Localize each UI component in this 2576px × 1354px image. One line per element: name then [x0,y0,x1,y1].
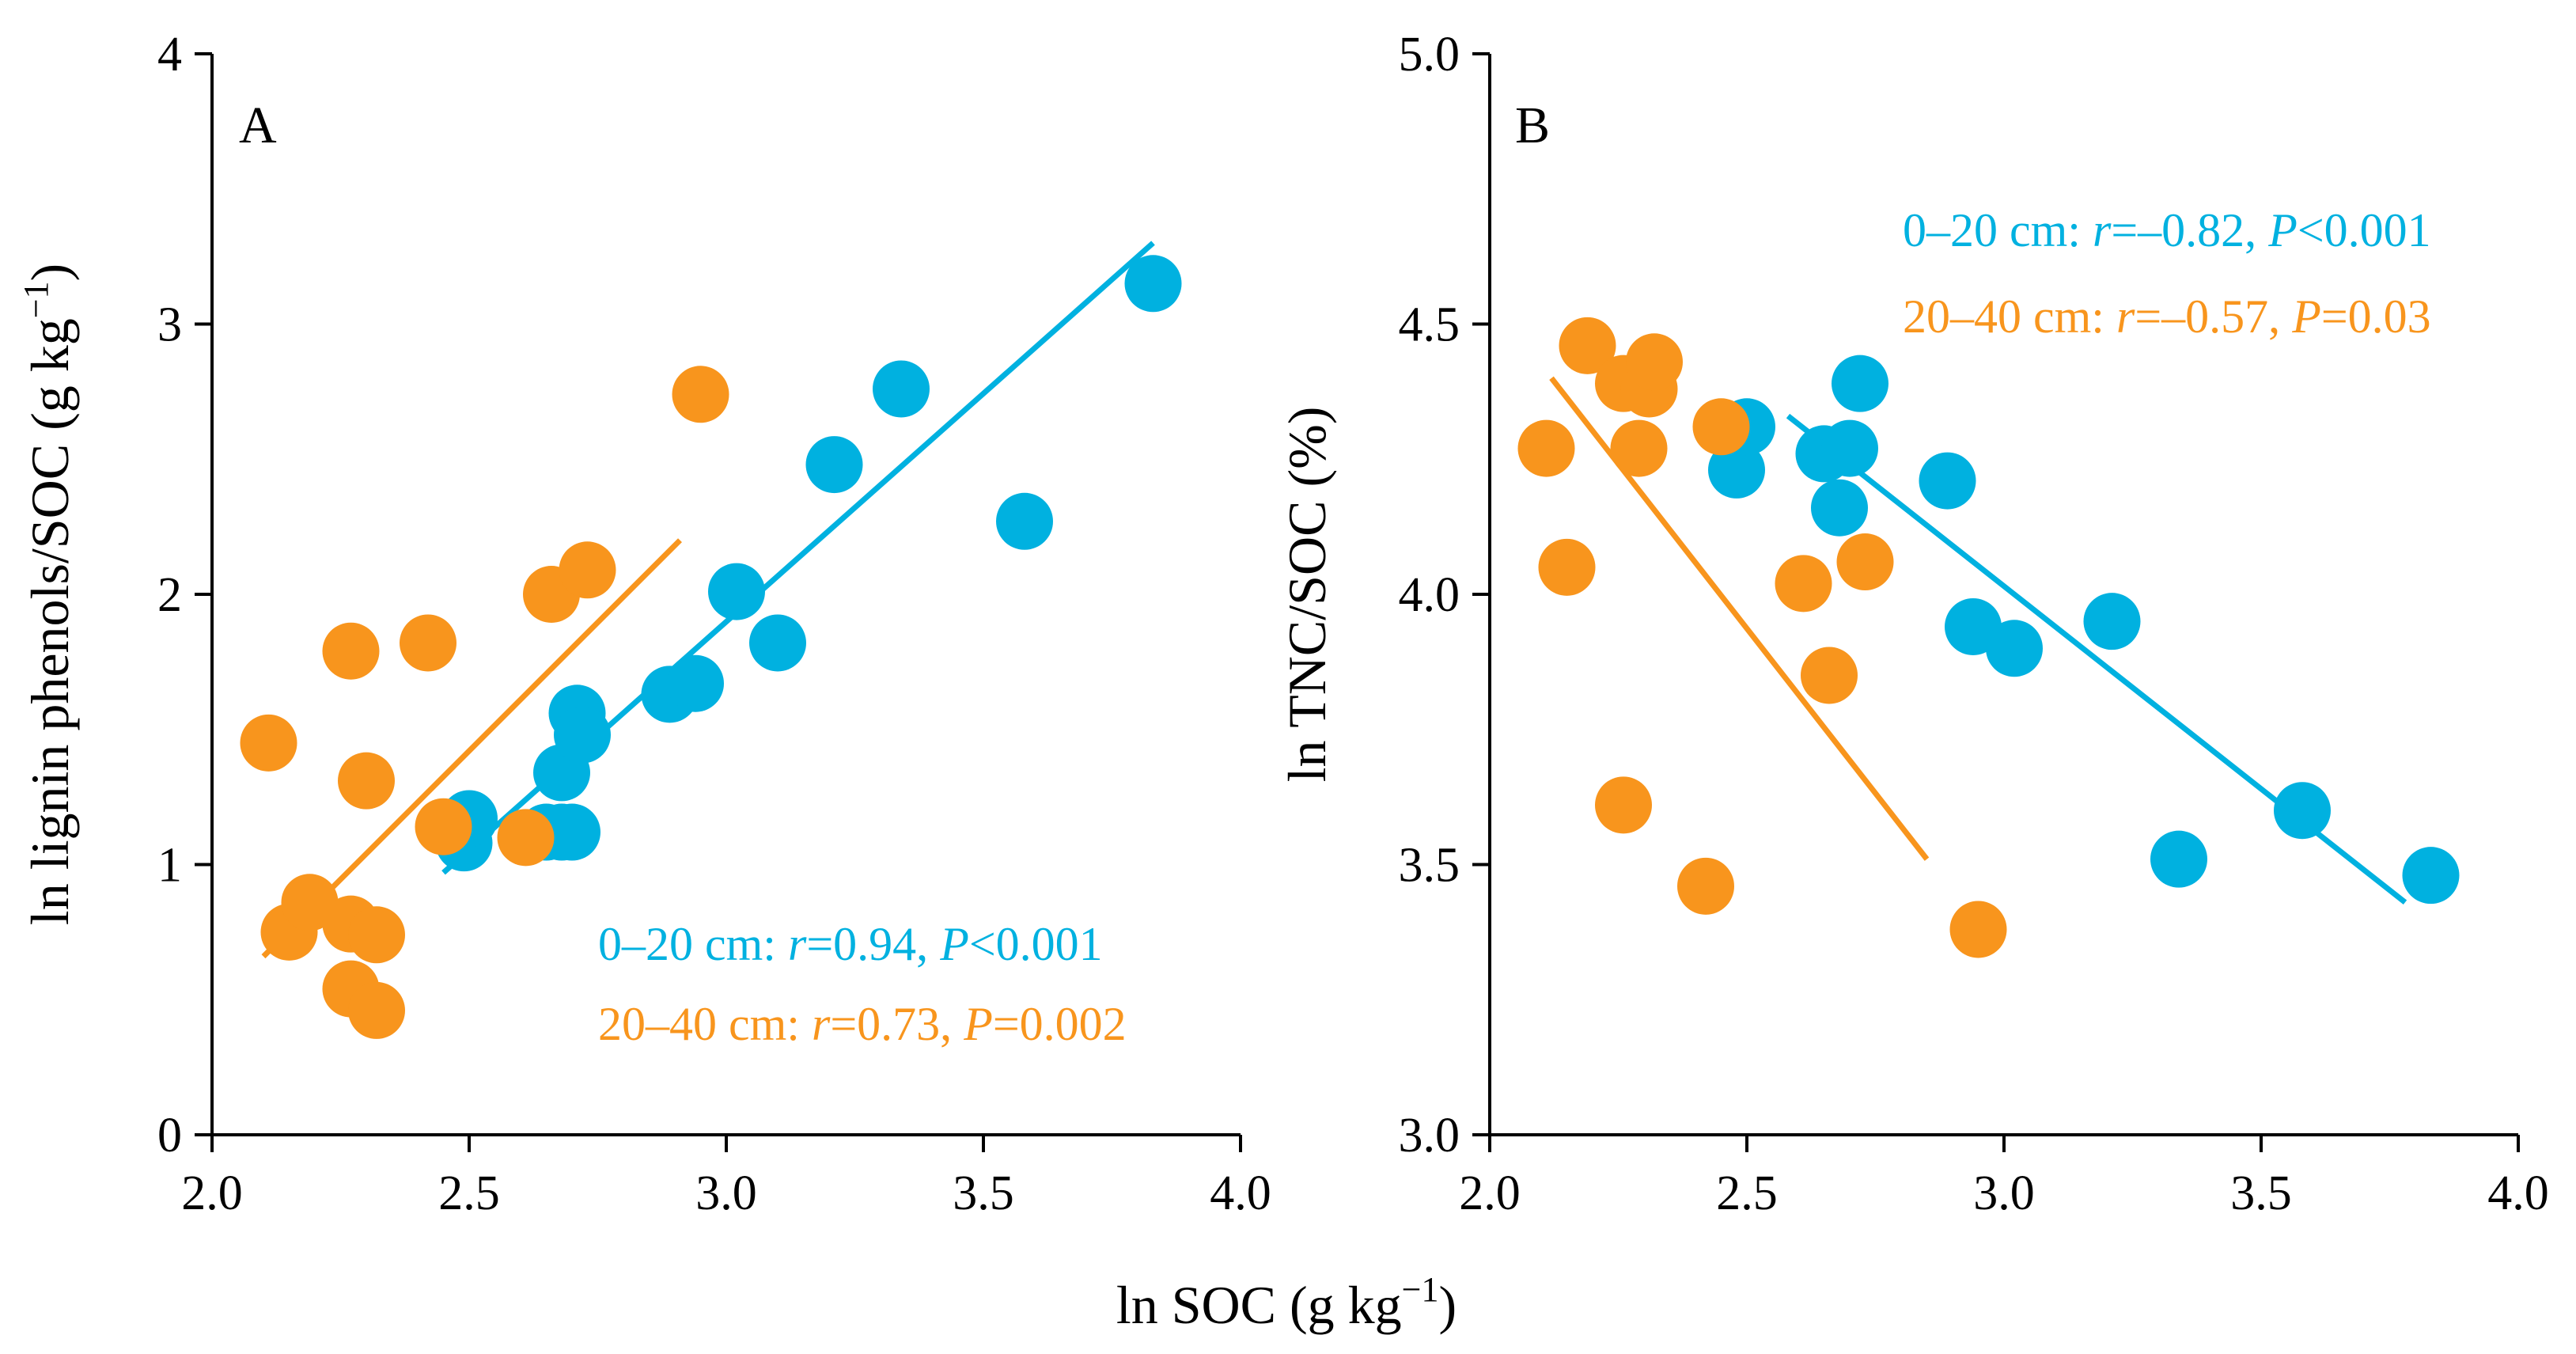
data-point [1821,419,1878,477]
y-tick-label: 4 [157,28,182,82]
data-point [672,366,729,423]
data-point [805,436,863,494]
data-point [348,981,405,1039]
x-tick-label: 2.5 [1716,1166,1778,1220]
data-point [1949,901,2007,958]
y-tick-label: 5.0 [1399,28,1460,82]
data-point [1775,555,1832,613]
stats-annotation-20-40cm: 20–40 cm: r=0.73, P=0.002 [598,998,1127,1050]
y-tick-label: 3.5 [1399,839,1460,893]
y-tick-label: 0 [157,1109,182,1162]
data-point [1811,479,1868,537]
data-point [240,714,297,772]
panel-label: B [1515,97,1550,154]
x-tick-label: 3.5 [2230,1166,2292,1220]
data-point [400,614,456,672]
data-point [554,706,611,764]
data-point [415,798,472,855]
stats-annotation-0-20cm: 0–20 cm: r=–0.82, P<0.001 [1903,204,2431,256]
data-point [1677,857,1734,915]
data-point [2150,830,2207,888]
data-point [2274,782,2331,840]
series-0-20cm [1708,355,2460,905]
x-tick-label: 4.0 [2487,1166,2549,1220]
y-tick-label: 1 [157,839,182,893]
data-point [1919,452,1976,510]
data-point [1708,441,1765,499]
y-tick-label: 4.0 [1399,568,1460,622]
y-tick-label: 4.5 [1399,298,1460,352]
data-point [1626,333,1683,391]
data-point [1832,355,1888,412]
y-axis-title: ln TNC/SOC (%) [1277,407,1337,783]
data-point [667,654,724,712]
data-point [2083,593,2141,650]
panel-a: 2.0 2.5 3.0 3.5 4.0 0 1 2 3 4 Aln lignin phenols/S… [17,28,1271,1220]
x-tick-label: 2.0 [181,1166,243,1220]
data-point [873,360,930,418]
data-point [348,906,405,964]
x-tick-label: 4.0 [1210,1166,1271,1220]
y-tick-label: 3 [157,298,182,352]
series-0-20cm [435,241,1182,875]
series-20-40cm [1517,317,2007,958]
y-tick-label: 3.0 [1399,1109,1460,1162]
stats-annotation-20-40cm: 20–40 cm: r=–0.57, P=0.03 [1903,290,2431,343]
data-point [1801,647,1858,704]
data-point [497,809,555,867]
x-axis-title: ln SOC (g kg−1) [1116,1270,1457,1335]
x-tick-label: 3.5 [953,1166,1014,1220]
panel-b: 2.0 2.5 3.0 3.5 4.0 3.0 3.5 4.0 4.5 5.0 Bln TNC/SO… [1277,28,2549,1220]
data-point [1124,255,1182,313]
data-point [1517,419,1575,477]
data-point [338,752,395,810]
data-point [1595,776,1652,834]
data-point [322,622,380,680]
y-tick-label: 2 [157,568,182,622]
data-point [1559,317,1616,374]
data-point [708,563,765,620]
x-tick-label: 3.0 [1973,1166,2035,1220]
data-point [1692,398,1750,456]
x-tick-label: 2.0 [1459,1166,1521,1220]
data-point [996,492,1053,550]
data-point [1610,419,1668,477]
data-point [1836,533,1894,591]
x-tick-label: 3.0 [695,1166,757,1220]
series-20-40cm [240,366,729,1039]
data-point [1986,620,2043,677]
x-tick-label: 2.5 [438,1166,500,1220]
data-point [559,541,616,599]
stats-annotation-0-20cm: 0–20 cm: r=0.94, P<0.001 [598,918,1103,970]
panel-label: A [239,97,277,154]
data-point [1538,538,1596,596]
data-point [749,614,806,672]
y-axis-title: ln lignin phenols/SOC (g kg−1) [17,264,80,925]
data-point [544,803,600,861]
data-point [2402,847,2460,905]
